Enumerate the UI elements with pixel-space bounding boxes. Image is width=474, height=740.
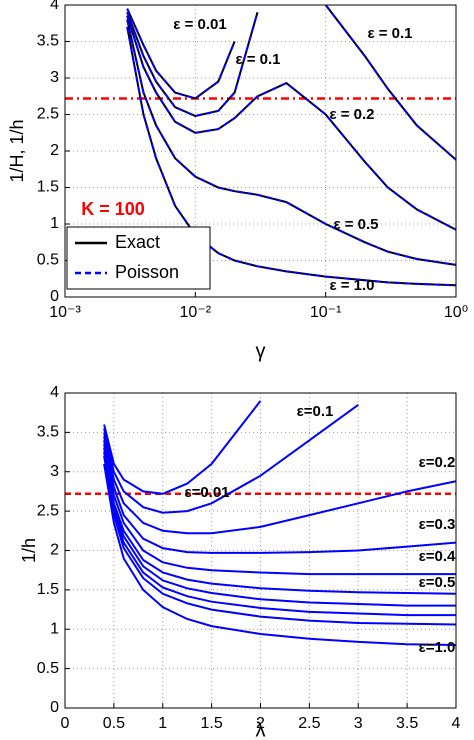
annotation: ε=0.1: [297, 403, 334, 420]
annotation: ε = 0.2: [329, 106, 374, 123]
annotation: ε = 0.1: [367, 25, 412, 42]
y-tick-label: 2: [50, 142, 59, 159]
annotation: ε=0.5: [419, 574, 456, 591]
y-tick-label: 3: [50, 69, 59, 86]
plot: [103, 400, 456, 646]
y-tick-label: 3.5: [37, 33, 59, 50]
legend-box: [66, 226, 211, 290]
x-tick-label: 4: [452, 715, 461, 732]
annotation: ε=0.01: [184, 484, 229, 501]
y-tick-label: 1.5: [37, 179, 59, 196]
x-tick-label: 3.5: [396, 715, 418, 732]
curve: [103, 447, 456, 607]
y-tick-label: 2.5: [37, 502, 59, 519]
annotation: ε = 1.0: [329, 277, 374, 294]
x-tick-label: 0.5: [103, 715, 125, 732]
annotation: ε = 0.5: [333, 216, 378, 233]
curve: [324, 5, 456, 161]
y-axis-label: 1/h: [19, 538, 39, 563]
y-tick-label: 1: [50, 215, 59, 232]
x-tick-label: 2: [256, 715, 265, 732]
curve: [126, 19, 456, 266]
curve: [126, 8, 236, 100]
curve: [103, 432, 456, 535]
curve: [103, 444, 456, 595]
curve: [126, 11, 259, 118]
legend-label: Exact: [115, 232, 160, 252]
x-tick-label: 2.5: [298, 715, 320, 732]
x-tick-label: 10⁰: [444, 304, 468, 321]
x-tick-label: 10⁻¹: [310, 304, 342, 321]
curve: [126, 15, 456, 231]
annotation: ε=0.2: [419, 454, 456, 471]
axes-frame: [64, 392, 457, 709]
x-tick-label: 1: [158, 715, 167, 732]
curve: [103, 463, 456, 646]
y-tick-label: 2: [50, 542, 59, 559]
x-tick-label: 10⁻³: [49, 304, 81, 321]
y-tick-label: 1.5: [37, 581, 59, 598]
x-axis-label: λ: [256, 719, 266, 740]
annotation: K = 100: [81, 199, 145, 219]
axes: 0 0.5 1 1.5 2 2.5 3 3.5 4 0 0.5 1 1.5 2 2.5 3 3.5 4 ε=0.01…: [19, 384, 461, 740]
y-tick-label: 4: [50, 0, 59, 13]
axes: 0 0.5 1 1.5 2 2.5 3 3.5 4 10⁻³ 10⁻² 10⁻¹ 10⁰ ε = 0.01…: [7, 0, 468, 362]
y-tick-label: 0: [50, 288, 59, 305]
y-tick-label: 4: [50, 384, 59, 401]
y-tick-label: 3: [50, 463, 59, 480]
y-axis-label: 1/H, 1/h: [7, 119, 27, 182]
x-axis-label: γ: [256, 340, 266, 362]
x-tick-label: 3: [354, 715, 363, 732]
annotation: ε=1.0: [419, 639, 456, 656]
y-tick-label: 2.5: [37, 106, 59, 123]
curve: [103, 400, 262, 495]
y-tick-label: 0.5: [37, 252, 59, 269]
curve: [103, 455, 456, 626]
axes-frame: [64, 4, 457, 298]
y-tick-label: 1: [50, 620, 59, 637]
legend-label: Poisson: [115, 262, 179, 282]
x-tick-label: 1.5: [201, 715, 223, 732]
annotation: ε = 0.1: [235, 51, 280, 68]
x-tick-label: 0: [61, 715, 70, 732]
curve: [126, 26, 456, 287]
y-tick-label: 0.5: [37, 660, 59, 677]
plot: [126, 5, 456, 287]
y-tick-label: 3.5: [37, 424, 59, 441]
annotation: ε=0.4: [419, 548, 456, 565]
annotation: ε = 0.01: [173, 16, 226, 33]
y-tick-label: 0: [50, 699, 59, 716]
curve: [103, 403, 359, 514]
annotation: ε=0.3: [419, 516, 456, 533]
curve: [103, 436, 456, 554]
curve: [103, 451, 456, 617]
x-tick-label: 10⁻²: [180, 304, 212, 321]
curve: [103, 440, 456, 576]
